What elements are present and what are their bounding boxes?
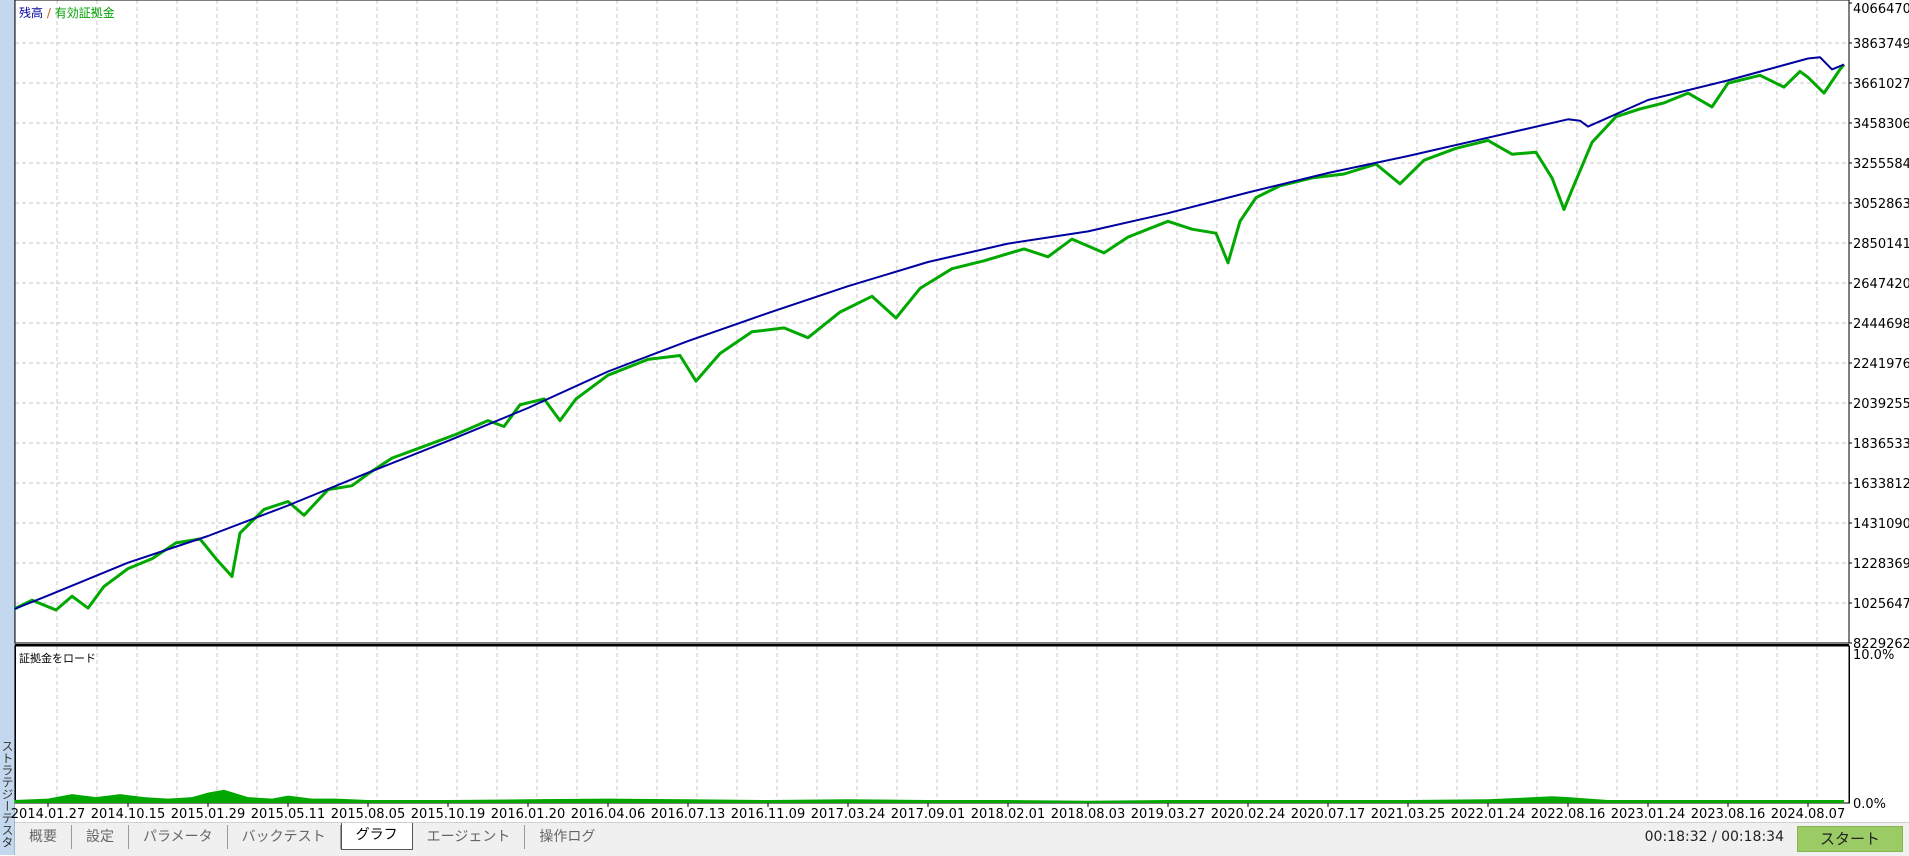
margin-load-area [14, 789, 1844, 803]
tester-tab-bar: 概要 設定 パラメータ バックテスト グラフ エージェント 操作ログ 00:18:32 / … [15, 822, 1909, 856]
x-tick-label: 2016.07.13 [651, 807, 725, 822]
x-tick-label: 2016.11.09 [731, 807, 805, 822]
y-tick-label: 1633812 [1853, 477, 1909, 492]
margin-load-title: 証拠金をロード [19, 652, 96, 665]
chart-legend: 残高 / 有効証拠金 [19, 4, 115, 21]
tab-5[interactable]: エージェント [413, 825, 526, 849]
x-tick-label: 2023.08.16 [1691, 807, 1765, 822]
strategy-tester-title: ストラテジーテスター [0, 740, 14, 848]
legend-equity: 有効証拠金 [54, 6, 115, 20]
elapsed-time: 00:18:32 / 00:18:34 [1644, 829, 1784, 845]
y-tick-label: 1431090 [1853, 517, 1909, 532]
x-tick-label: 2015.08.05 [331, 807, 405, 822]
margin-panel-border [15, 645, 1850, 804]
y-tick-label: 8229262 [1853, 637, 1909, 652]
x-tick-label: 2021.03.25 [1371, 807, 1445, 822]
margin-y-tick-label: 10.0% [1853, 648, 1894, 663]
tab-2[interactable]: パラメータ [129, 825, 228, 849]
tab-4[interactable]: グラフ [340, 822, 413, 850]
balance-line [14, 56, 1845, 610]
x-tick-label: 2020.02.24 [1211, 807, 1285, 822]
y-tick-label: 4066470 [1853, 2, 1909, 17]
x-tick-label: 2018.08.03 [1051, 807, 1125, 822]
x-tick-label: 2016.01.20 [491, 807, 565, 822]
x-tick-label: 2014.01.27 [11, 807, 85, 822]
y-tick-label: 1836533 [1853, 437, 1909, 452]
chart: 4066470 3863749 3661027 3458306 3255584 30528… [11, 0, 1909, 822]
y-tick-label: 2444698 [1853, 317, 1909, 332]
x-tick-label: 2024.08.07 [1771, 807, 1845, 822]
tabs: 概要 設定 パラメータ バックテスト グラフ エージェント 操作ログ [15, 822, 609, 850]
y-tick-label: 1228369 [1853, 557, 1909, 572]
tab-6[interactable]: 操作ログ [539, 829, 596, 845]
y-tick-label: 2039255 [1853, 397, 1909, 412]
x-tick-label: 2022.08.16 [1531, 807, 1605, 822]
x-tick-label: 2022.01.24 [1451, 807, 1525, 822]
x-tick-label: 2015.05.11 [251, 807, 325, 822]
margin-y-tick-label: 0.0% [1853, 797, 1886, 812]
tab-0[interactable]: 概要 [15, 825, 72, 849]
equity-line [13, 63, 1846, 612]
y-tick-label: 3458306 [1853, 117, 1909, 132]
x-tick-label: 2016.04.06 [571, 807, 645, 822]
x-tick-label: 2023.01.24 [1611, 807, 1685, 822]
main-panel-frame [14, 0, 1850, 644]
start-button[interactable]: スタート [1797, 826, 1903, 852]
tab-1[interactable]: 設定 [72, 825, 129, 849]
y-tick-label: 2850141 [1853, 237, 1909, 252]
x-tick-label: 2017.09.01 [891, 807, 965, 822]
legend-separator: / [46, 6, 51, 20]
x-tick-label: 2015.01.29 [171, 807, 245, 822]
margin-panel-frame [14, 645, 1850, 804]
y-tick-label: 3863749 [1853, 37, 1909, 52]
tab-3[interactable]: バックテスト [228, 825, 341, 849]
y-tick-label: 3052863 [1853, 197, 1909, 212]
x-tick-label: 2018.02.01 [971, 807, 1045, 822]
x-tick-label: 2019.03.27 [1131, 807, 1205, 822]
x-tick-label: 2020.07.17 [1291, 807, 1365, 822]
x-tick-label: 2014.10.15 [91, 807, 165, 822]
y-tick-label: 2647420 [1853, 277, 1909, 292]
x-tick-label: 2017.03.24 [811, 807, 885, 822]
y-tick-label: 2241976 [1853, 357, 1909, 372]
y-tick-label: 3661027 [1853, 77, 1909, 92]
y-tick-label: 3255584 [1853, 157, 1909, 172]
legend-balance: 残高 [19, 6, 44, 20]
x-tick-label: 2015.10.19 [411, 807, 485, 822]
y-tick-label: 1025647 [1853, 597, 1909, 612]
